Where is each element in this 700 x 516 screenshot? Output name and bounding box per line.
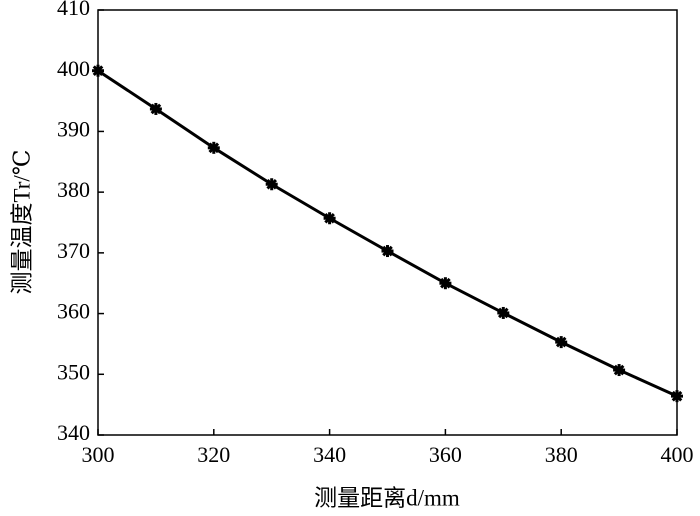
- y-axis-title: 测量温度Tr/℃: [9, 149, 34, 294]
- x-tick-label: 360: [429, 442, 462, 467]
- data-point: [149, 102, 162, 115]
- data-point: [555, 336, 568, 349]
- data-point: [323, 212, 336, 225]
- marker-stroke: [497, 307, 509, 319]
- data-point: [613, 364, 626, 377]
- data-point: [92, 64, 104, 77]
- marker-stroke: [555, 336, 567, 348]
- x-axis-title: 测量距离d/mm: [314, 485, 460, 510]
- marker-stroke: [671, 390, 683, 402]
- data-point: [497, 306, 510, 319]
- marker-stroke: [92, 65, 104, 77]
- marker-stroke: [208, 142, 220, 154]
- y-tick-label: 360: [57, 299, 90, 324]
- y-tick-label: 410: [57, 0, 90, 20]
- x-tick-label: 340: [313, 442, 346, 467]
- y-tick-label: 370: [57, 238, 90, 263]
- x-tick-label: 300: [82, 442, 115, 467]
- marker-stroke: [382, 245, 393, 257]
- data-point: [381, 245, 394, 258]
- data-point: [265, 178, 278, 191]
- x-tick-label: 380: [545, 442, 578, 467]
- data-point: [439, 277, 452, 290]
- y-tick-label: 400: [57, 56, 90, 81]
- data-point: [671, 390, 683, 403]
- marker-stroke: [266, 178, 278, 190]
- marker-stroke: [324, 212, 335, 224]
- y-tick-label: 340: [57, 420, 90, 445]
- x-tick-label: 400: [661, 442, 694, 467]
- data-point: [207, 141, 220, 154]
- plot-frame: [97, 9, 678, 436]
- y-tick-label: 380: [57, 177, 90, 202]
- marker-stroke: [613, 364, 625, 376]
- marker-stroke: [150, 103, 162, 115]
- marker-stroke: [440, 277, 451, 289]
- y-tick-label: 350: [57, 359, 90, 384]
- x-tick-label: 320: [197, 442, 230, 467]
- series-line: [97, 69, 678, 398]
- y-tick-label: 390: [57, 116, 90, 141]
